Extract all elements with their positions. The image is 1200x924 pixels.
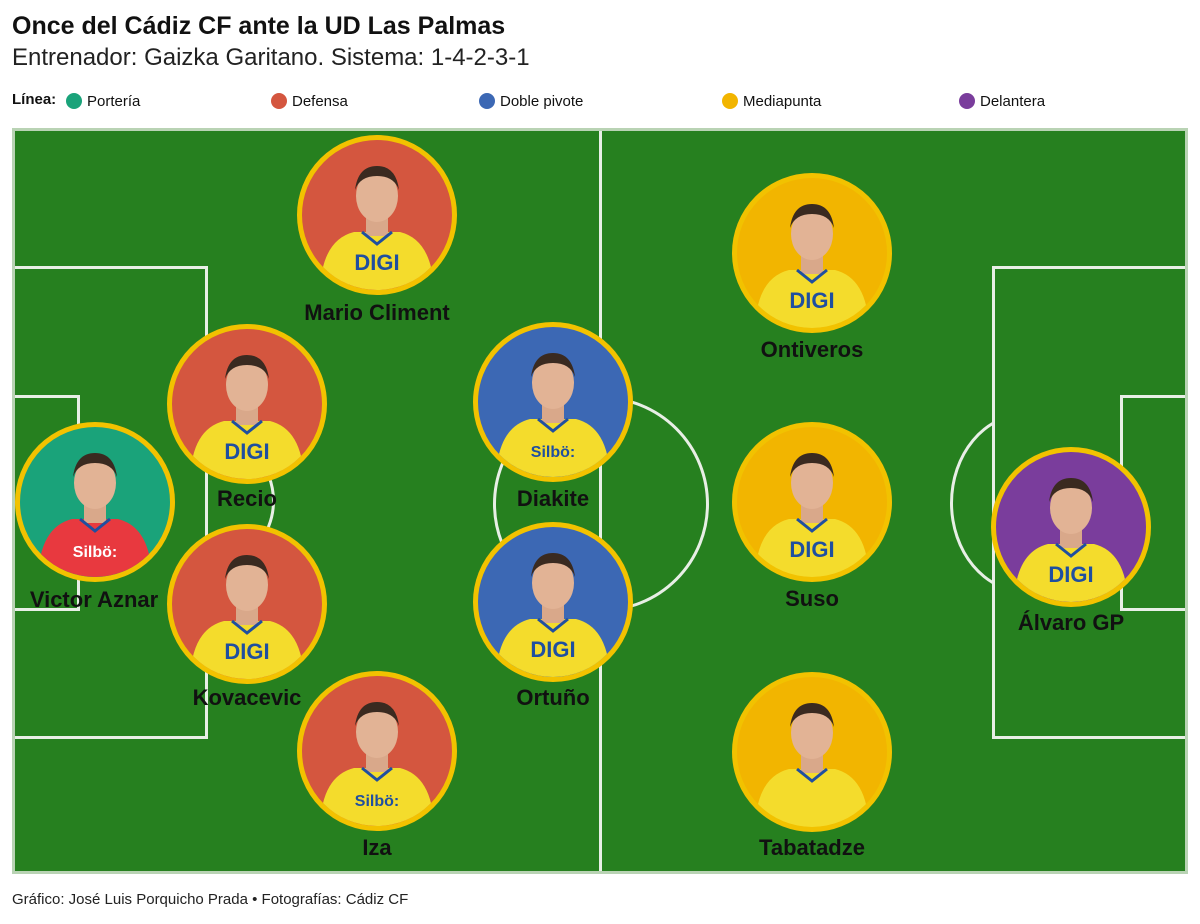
legend-dot-doble-pivote	[479, 93, 495, 109]
legend-label-delantera: Delantera	[980, 92, 1046, 110]
legend-item-porteria: Portería	[66, 90, 140, 112]
legend-item-defensa: Defensa	[271, 90, 348, 112]
legend-label-porteria: Portería	[87, 92, 141, 110]
shirt-sponsor-text: DIGI	[354, 250, 399, 275]
player-name-suso: Suso	[785, 586, 839, 611]
right-penalty-area	[992, 266, 1185, 739]
player-name-diakite: Diakite	[516, 486, 590, 511]
shirt-sponsor-text: DIGI	[789, 288, 834, 313]
left-penalty-area	[15, 266, 208, 739]
player-photo-alvaro-gp: DIGI	[991, 447, 1151, 607]
player-photo-mario-climent: DIGI	[297, 135, 457, 295]
chart-subtitle: Entrenador: Gaizka Garitano. Sistema: 1-…	[12, 44, 530, 71]
legend-item-doble-pivote: Doble pivote	[479, 90, 583, 112]
player-photo-suso: DIGI	[732, 422, 892, 582]
legend-title: Línea:	[12, 91, 57, 108]
shirt-sponsor-text: DIGI	[224, 439, 269, 464]
legend-dot-delantera	[959, 93, 975, 109]
player-name-recio: Recio	[217, 486, 277, 511]
player-name-alvaro-gp: Álvaro GP	[1017, 610, 1125, 635]
shirt-sponsor-text: Silbö:	[355, 793, 399, 810]
legend: Línea: Portería Defensa Doble pivote Med…	[12, 90, 1188, 112]
chart-title: Once del Cádiz CF ante la UD Las Palmas	[12, 12, 506, 40]
player-photo-victor-aznar: Silbö:	[15, 422, 175, 582]
shirt-sponsor-text: Silbö:	[73, 544, 117, 561]
player-photo-kovacevic: DIGI	[167, 524, 327, 684]
legend-dot-mediapunta	[722, 93, 738, 109]
player-name-tabatadze: Tabatadze	[759, 835, 865, 860]
legend-item-mediapunta: Mediapunta	[722, 90, 821, 112]
legend-item-delantera: Delantera	[959, 90, 1045, 112]
shirt-sponsor-text: DIGI	[224, 639, 269, 664]
credits-footer: Gráfico: José Luis Porquicho Prada • Fot…	[12, 891, 409, 908]
pitch-frame: Silbö: Victor Aznar DIGI Mario Climent D…	[12, 128, 1188, 874]
shirt-sponsor-text: DIGI	[1048, 562, 1093, 587]
player-photo-iza: Silbö:	[297, 671, 457, 831]
player-photo-tabatadze	[732, 672, 892, 832]
legend-dot-porteria	[66, 93, 82, 109]
football-pitch: Silbö: Victor Aznar DIGI Mario Climent D…	[15, 131, 1185, 871]
legend-label-doble-pivote: Doble pivote	[500, 92, 584, 110]
player-name-ontiveros: Ontiveros	[760, 337, 864, 362]
shirt-sponsor-text: DIGI	[789, 537, 834, 562]
player-photo-ortuno: DIGI	[473, 522, 633, 682]
player-photo-recio: DIGI	[167, 324, 327, 484]
player-photo-ontiveros: DIGI	[732, 173, 892, 333]
player-photo-diakite: Silbö:	[473, 322, 633, 482]
player-name-victor-aznar: Victor Aznar	[29, 587, 159, 612]
shirt-sponsor-text: DIGI	[530, 637, 575, 662]
shirt-sponsor-text: Silbö:	[531, 444, 575, 461]
player-name-kovacevic: Kovacevic	[192, 685, 302, 710]
player-name-ortuno: Ortuño	[516, 685, 590, 710]
legend-dot-defensa	[271, 93, 287, 109]
legend-label-mediapunta: Mediapunta	[743, 92, 822, 110]
player-name-iza: Iza	[362, 835, 392, 860]
player-name-mario-climent: Mario Climent	[304, 300, 450, 325]
legend-label-defensa: Defensa	[292, 92, 348, 110]
